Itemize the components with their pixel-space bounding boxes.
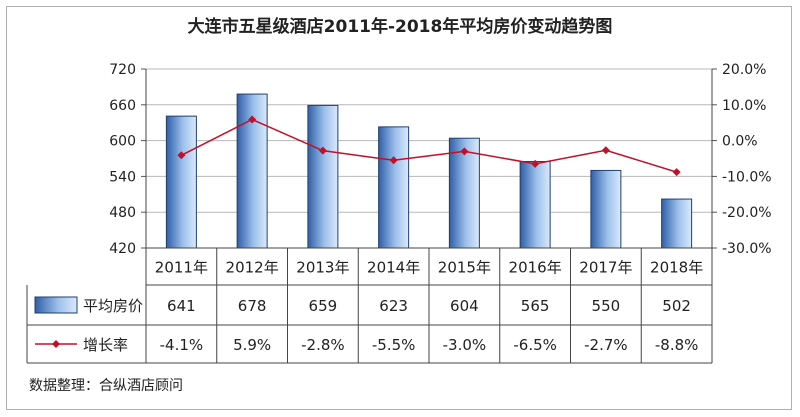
bar-value-label: 623 [379,297,408,315]
y-right-tick-label: 0.0% [722,134,758,150]
bar-value-label: 678 [238,297,267,315]
growth-rate-value-label: 5.9% [233,336,271,354]
source-note: 数据整理：合纵酒店顾问 [29,378,183,394]
growth-rate-point-2017年 [601,146,610,155]
growth-rate-value-label: -5.5% [372,336,416,354]
y-left-tick-label: 660 [109,98,136,114]
bar-2016年 [519,160,551,249]
growth-rate-point-2011年 [177,151,186,160]
growth-rate-value-label: -4.1% [160,336,204,354]
y-left-tick-label: 480 [109,205,136,221]
y-right-tick-label: -20.0% [722,205,772,221]
bar-value-label: 502 [662,297,691,315]
chart-title: 大连市五星级酒店2011年-2018年平均房价变动趋势图 [188,16,613,37]
legend-line-label: 增长率 [83,336,128,354]
x-tick-label: 2016年 [509,259,562,277]
bar-value-label: 550 [592,297,621,315]
legend-bar-label: 平均房价 [83,297,143,315]
legend-line-marker [52,340,60,348]
bar-2015年 [448,137,480,249]
bar-value-label: 604 [450,297,479,315]
bar-value-label: 565 [521,297,550,315]
x-tick-label: 2011年 [155,259,208,277]
chart: 大连市五星级酒店2011年-2018年平均房价变动趋势图 720 660 600 54… [26,16,772,364]
x-tick-label: 2014年 [367,259,420,277]
bar-2011年 [165,115,197,249]
growth-rate-point-2013年 [318,146,327,155]
bar-value-label: 641 [167,297,196,315]
x-tick-label: 2018年 [650,259,703,277]
bar-2013年 [307,104,339,249]
y-left-tick-label: 720 [109,62,136,78]
y-left-tick-label: 420 [109,241,136,257]
x-tick-label: 2015年 [438,259,491,277]
bars [165,93,693,249]
gridlines [146,68,712,249]
x-tick-label: 2013年 [296,259,349,277]
y-left-tick-label: 540 [109,169,136,185]
bar-2014年 [378,126,410,249]
growth-rate-value-label: -3.0% [443,336,487,354]
x-tick-label: 2017年 [579,259,632,277]
growth-rate-point-2016年 [531,159,540,168]
bar-2017年 [590,169,622,249]
x-tick-label: 2012年 [226,259,279,277]
data-table: 2011年 2012年 2013年 2014年 2015年 2016年 2017年 2018年… [26,248,713,364]
legend-bar-swatch [34,296,78,314]
y-right-tick-label: 10.0% [722,98,766,114]
growth-rate-value-label: -2.7% [584,336,628,354]
chart-frame: 大连市五星级酒店2011年-2018年平均房价变动趋势图 720 660 600 54… [6,6,792,410]
growth-rate-line [177,115,681,177]
y-right-tick-label: 20.0% [722,62,766,78]
y-right-tick-label: -30.0% [722,241,772,257]
growth-rate-value-label: -8.8% [655,336,699,354]
growth-rate-point-2015年 [460,147,469,156]
growth-rate-value-label: -6.5% [513,336,557,354]
bar-2018年 [661,198,693,249]
y-left-tick-label: 600 [109,134,136,150]
growth-rate-polyline [181,118,677,173]
y-right-tick-label: -10.0% [722,169,772,185]
growth-rate-point-2012年 [248,115,257,124]
growth-rate-point-2018年 [672,168,681,177]
axes: 720 660 600 540 480 420 20.0% 10.0% 0.0% -10.0% -2… [109,62,772,363]
bar-value-label: 659 [309,297,338,315]
growth-rate-value-label: -2.8% [301,336,345,354]
growth-rate-point-2014年 [389,156,398,165]
